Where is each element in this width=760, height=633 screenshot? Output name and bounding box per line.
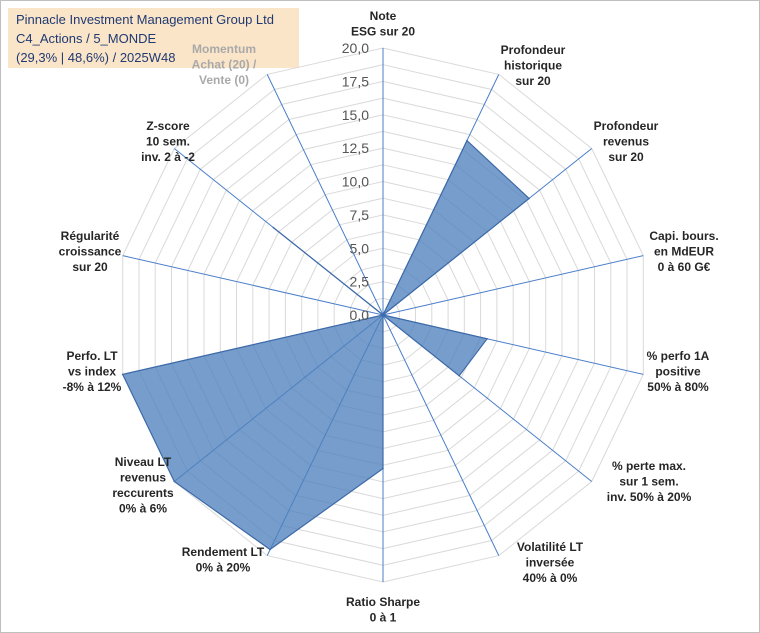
tick-label: 7,5 xyxy=(350,207,370,223)
category-label-line: Z-score xyxy=(146,119,190,133)
category-label-line: ESG sur 20 xyxy=(351,25,415,39)
category-label-line: Momentum xyxy=(192,42,256,56)
category-label-line: % perte max. xyxy=(612,459,686,473)
fund-name: Pinnacle Investment Management Group Ltd xyxy=(16,12,274,27)
series-point xyxy=(458,375,461,377)
category-label-line: inv. 50% à 20% xyxy=(607,490,692,504)
tick-label: 20,0 xyxy=(342,40,369,56)
axis-spoke xyxy=(382,314,500,556)
category-label-line: sur 20 xyxy=(72,260,108,274)
tick-label: 5,0 xyxy=(350,240,370,256)
category-label: Momentum Achat (20) / Vente (0) xyxy=(192,42,257,87)
category-label: Rendement LT 0% à 20% xyxy=(182,545,265,575)
tick-label: 2,5 xyxy=(350,274,370,290)
category-label-line: Niveau LT xyxy=(115,455,172,469)
radial-axis: 0,0 2,5 5,0 7,5 10,0 12,5 15,0 17,5 20,0 xyxy=(342,40,369,323)
category-label: Z-score 10 sem. inv. 2 à -2 xyxy=(141,119,195,164)
category-label-line: Capi. bours. xyxy=(649,229,718,243)
series-point xyxy=(173,480,176,483)
category-label-line: 0 à 1 xyxy=(370,611,397,625)
category-label-line: % perfo 1A xyxy=(647,349,710,363)
axis-spoke xyxy=(122,255,384,316)
tick-label: 10,0 xyxy=(342,174,369,190)
category-label-line: sur 20 xyxy=(515,74,551,88)
category-label: Profondeur revenus sur 20 xyxy=(594,119,659,164)
category-label-line: Profondeur xyxy=(501,43,566,57)
category-label-line: Régularité xyxy=(61,229,120,243)
axis-spoke xyxy=(382,255,644,316)
category-label-line: revenus xyxy=(120,471,166,485)
category-label-line: Ratio Sharpe xyxy=(346,595,420,609)
category-label-line: revenus xyxy=(603,135,649,149)
axis-spoke xyxy=(266,74,384,316)
category-label: Profondeur historique sur 20 xyxy=(501,43,566,88)
category-label: Volatilité LT inversée 40% à 0% xyxy=(517,540,584,585)
chart-title-box: Pinnacle Investment Management Group Ltd… xyxy=(8,8,299,68)
category-label-line: 10 sem. xyxy=(146,135,190,149)
category-label: Niveau LT revenus reccurents 0% à 6% xyxy=(112,455,174,516)
series-point xyxy=(272,226,275,229)
category-label-line: inversée xyxy=(526,556,575,570)
category-label-line: 40% à 0% xyxy=(523,571,578,585)
category-label-line: Vente (0) xyxy=(199,73,249,87)
category-label-line: 0 à 60 G€ xyxy=(658,260,711,274)
category-label-line: en MdEUR xyxy=(654,245,714,259)
category-label: % perte max. sur 1 sem. inv. 50% à 20% xyxy=(607,459,692,504)
category-label-line: inv. 2 à -2 xyxy=(141,150,195,164)
category-label-line: Rendement LT xyxy=(182,545,265,559)
category-label-line: vs index xyxy=(68,365,116,379)
category-label: Capi. bours. en MdEUR 0 à 60 G€ xyxy=(649,229,718,274)
series-point xyxy=(466,139,468,142)
category-label-line: Perfo. LT xyxy=(66,349,118,363)
series-area xyxy=(121,139,531,551)
category-label-line: reccurents xyxy=(112,486,174,500)
category-label-line: croissance xyxy=(59,245,122,259)
series-point xyxy=(528,197,530,200)
series-point xyxy=(382,467,384,470)
tick-label: 12,5 xyxy=(342,140,369,156)
category-label: Note ESG sur 20 xyxy=(351,9,415,39)
category-label-line: historique xyxy=(504,59,562,73)
category-label: % perfo 1A positive 50% à 80% xyxy=(647,349,710,394)
category-label-line: Volatilité LT xyxy=(517,540,584,554)
category-label-line: 50% à 80% xyxy=(647,380,709,394)
category-label-line: -8% à 12% xyxy=(63,380,122,394)
series-point xyxy=(121,373,124,376)
series-point xyxy=(269,548,271,551)
fund-stats: (29,3% | 48,6%) / 2025W48 xyxy=(16,50,176,65)
category-label: Ratio Sharpe 0 à 1 xyxy=(346,595,420,625)
category-label: Perfo. LT vs index -8% à 12% xyxy=(63,349,122,394)
tick-label: 17,5 xyxy=(342,73,369,89)
series-point xyxy=(486,338,488,340)
series-point xyxy=(382,314,384,316)
tick-label: 0,0 xyxy=(350,307,370,323)
category-label-line: sur 20 xyxy=(608,150,644,164)
category-label-line: Note xyxy=(370,9,397,23)
tick-label: 15,0 xyxy=(342,107,369,123)
category-label-line: 0% à 20% xyxy=(196,561,251,575)
fund-category: C4_Actions / 5_MONDE xyxy=(16,31,157,46)
category-label-line: 0% à 6% xyxy=(119,502,167,516)
category-label-line: sur 1 sem. xyxy=(619,475,678,489)
category-label-line: Achat (20) / xyxy=(192,58,257,72)
category-label-line: Profondeur xyxy=(594,119,659,133)
radar-series xyxy=(121,139,531,551)
category-label: Régularité croissance sur 20 xyxy=(59,229,122,274)
category-label-line: positive xyxy=(655,365,701,379)
